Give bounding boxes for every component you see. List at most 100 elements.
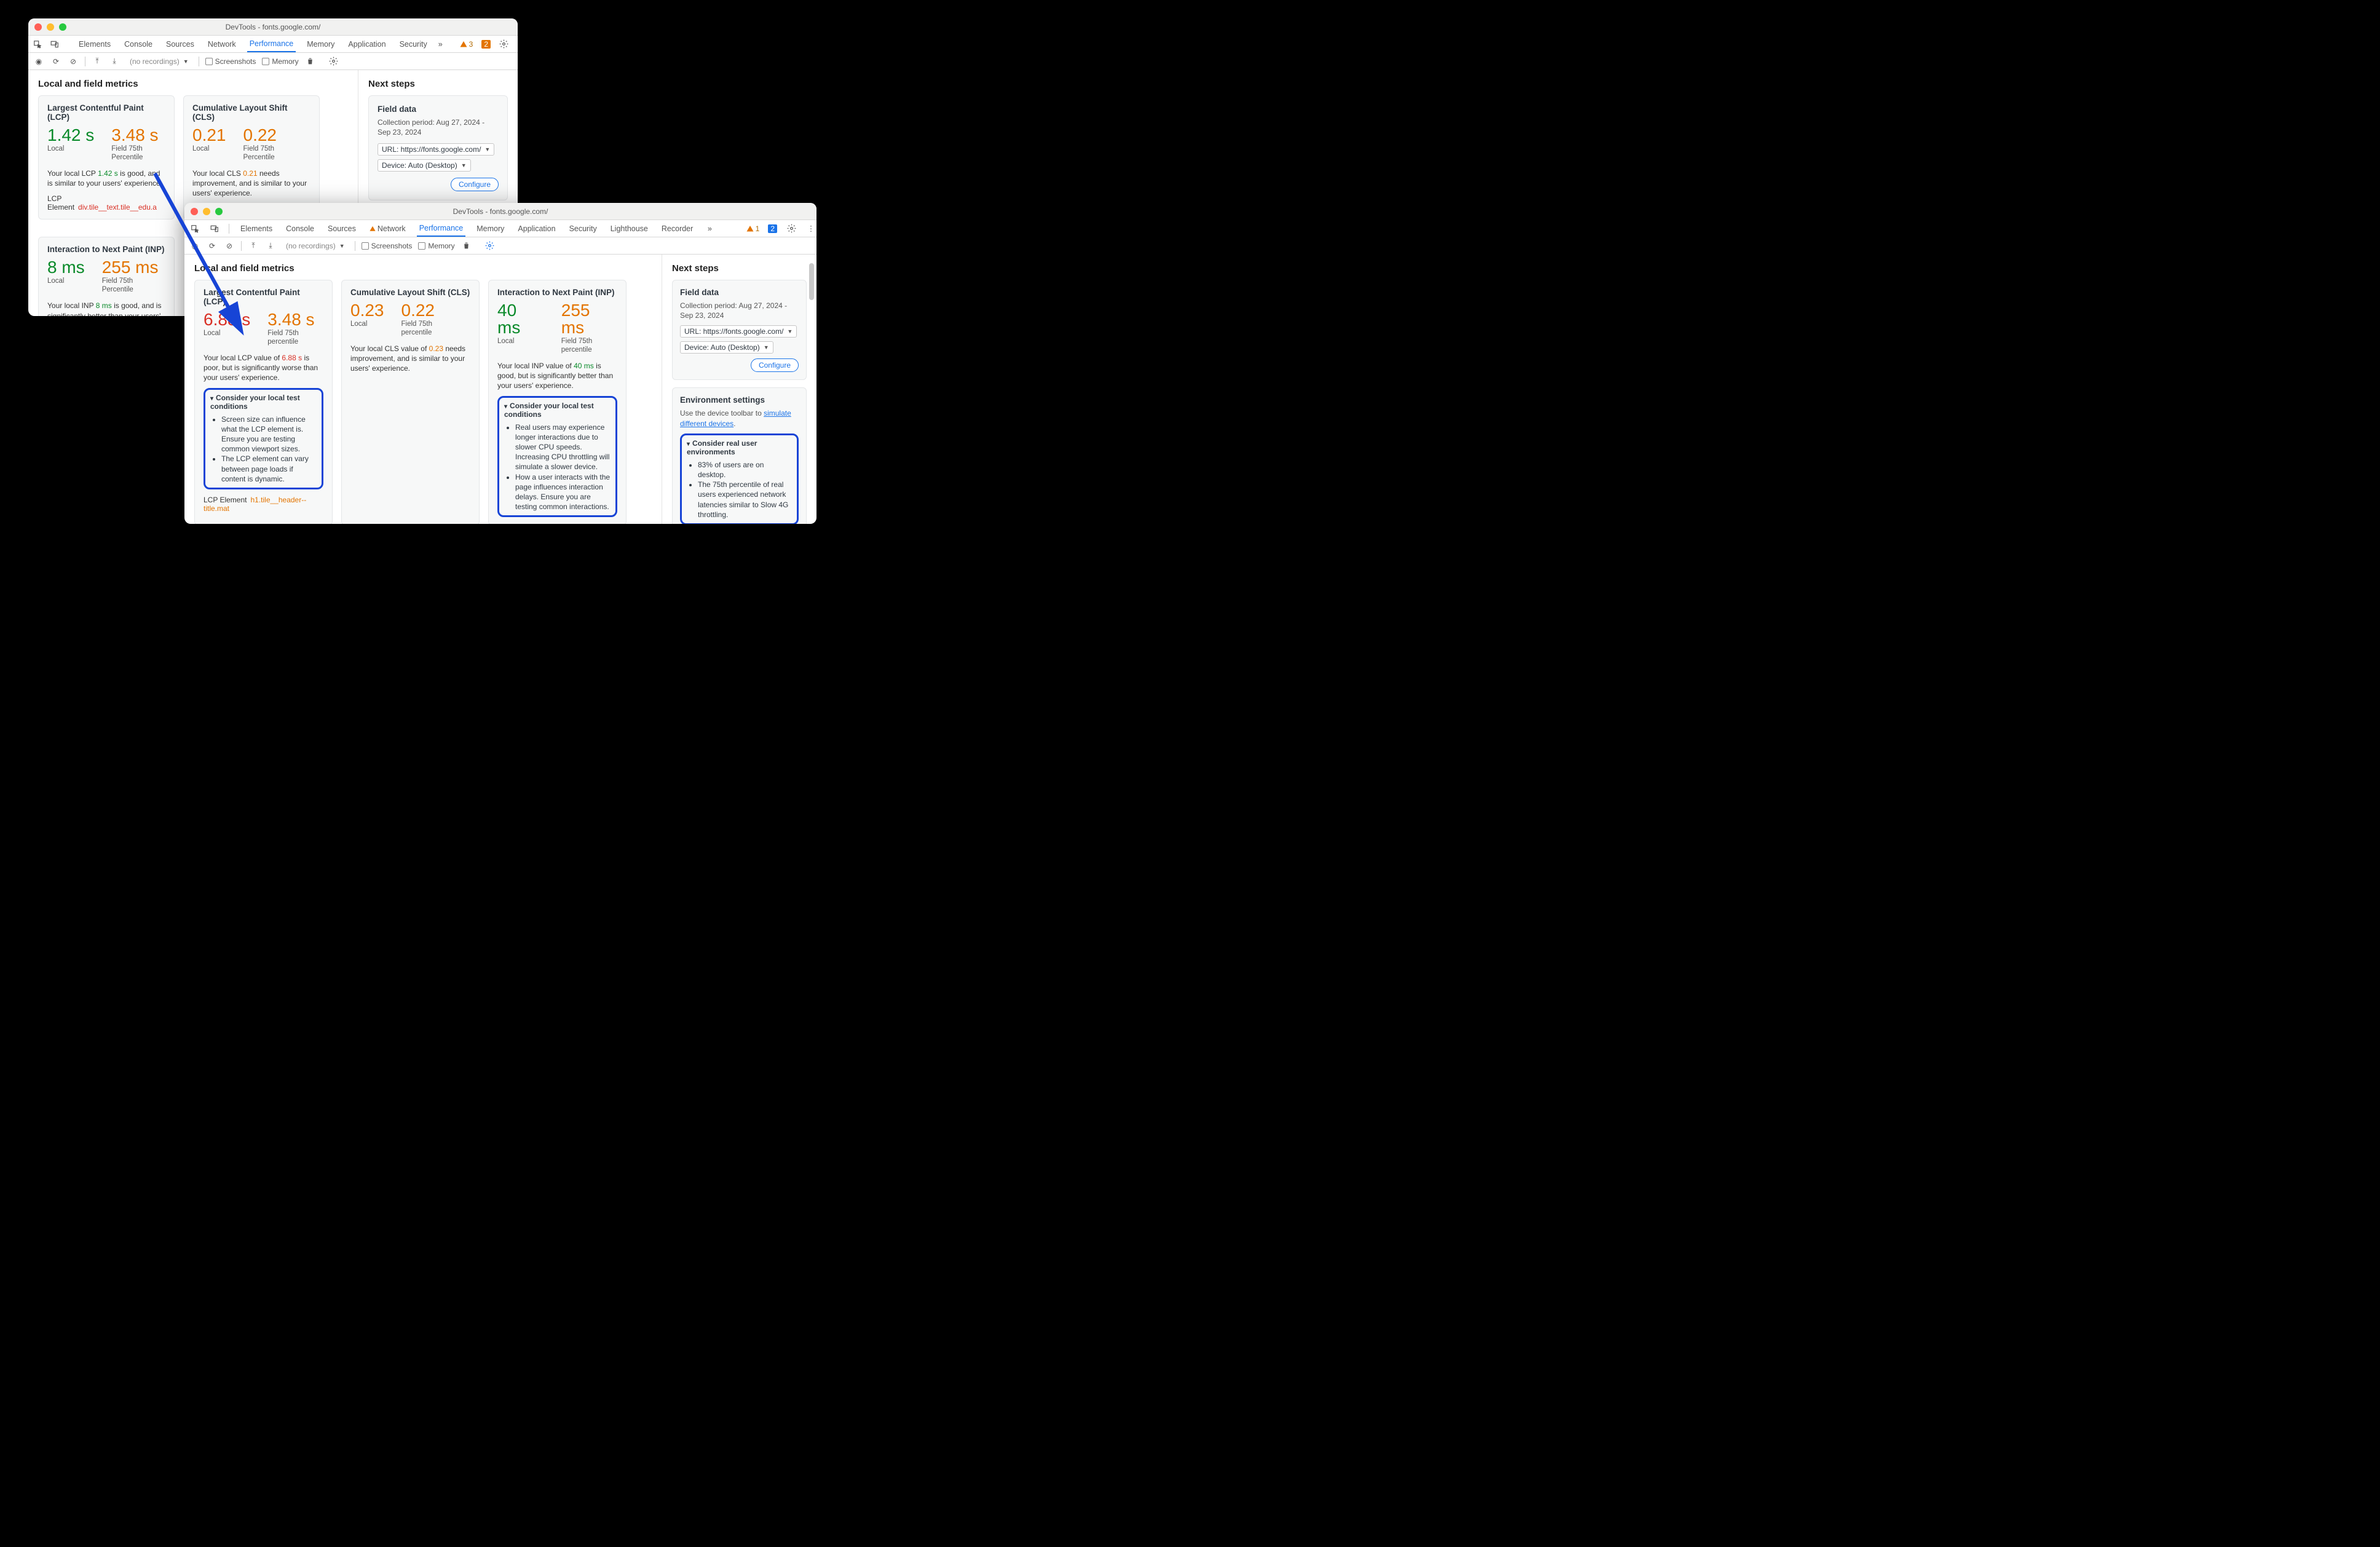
gear-icon[interactable] — [499, 39, 508, 50]
device-toolbar-icon[interactable] — [209, 223, 220, 234]
tab-lighthouse[interactable]: Lighthouse — [608, 220, 650, 237]
configure-button[interactable]: Configure — [751, 358, 799, 372]
issues-warning-badge[interactable]: 1 — [746, 224, 760, 233]
inspect-icon[interactable] — [33, 39, 42, 50]
tab-security[interactable]: Security — [397, 36, 430, 52]
tab-memory[interactable]: Memory — [474, 220, 507, 237]
inp-title: Interaction to Next Paint (INP) — [497, 288, 617, 297]
tab-sources[interactable]: Sources — [325, 220, 358, 237]
gear-icon[interactable] — [328, 56, 339, 67]
tab-console[interactable]: Console — [283, 220, 317, 237]
env-settings-hint: Use the device toolbar to simulate diffe… — [680, 408, 799, 428]
tab-application[interactable]: Application — [515, 220, 558, 237]
next-steps-pane: Next steps Field data Collection period:… — [662, 255, 816, 524]
recordings-dropdown[interactable]: (no recordings)▼ — [126, 56, 192, 67]
cls-title: Cumulative Layout Shift (CLS) — [350, 288, 470, 297]
upload-icon[interactable]: ⤒ — [248, 240, 259, 251]
list-item: The 75th percentile of real users experi… — [698, 480, 792, 520]
tab-performance[interactable]: Performance — [417, 220, 466, 237]
metrics-pane: Local and field metrics Largest Contentf… — [184, 255, 662, 524]
minimize-icon[interactable] — [47, 23, 54, 31]
lcp-element-row[interactable]: LCP Elementdiv.tile__text.tile__edu.a — [47, 194, 165, 212]
gc-icon[interactable] — [305, 56, 316, 67]
perf-panel-body: Local and field metrics Largest Contentf… — [184, 255, 816, 524]
configure-button[interactable]: Configure — [451, 178, 499, 191]
minimize-icon[interactable] — [203, 208, 210, 215]
screenshots-checkbox[interactable]: Screenshots — [205, 57, 256, 66]
issues-warning-badge[interactable]: 3 — [460, 40, 473, 49]
titlebar[interactable]: DevTools - fonts.google.com/ — [184, 203, 816, 220]
screenshots-checkbox[interactable]: Screenshots — [362, 242, 413, 250]
recordings-dropdown[interactable]: (no recordings)▼ — [282, 240, 349, 251]
tab-performance[interactable]: Performance — [247, 36, 296, 52]
traffic-lights[interactable] — [191, 208, 223, 215]
env-consider-list: 83% of users are on desktop. The 75th pe… — [698, 460, 792, 520]
tab-recorder[interactable]: Recorder — [659, 220, 695, 237]
lcp-title: Largest Contentful Paint (LCP) — [204, 288, 323, 306]
inp-consider-callout[interactable]: Consider your local test conditions Real… — [497, 396, 617, 518]
field-data-title: Field data — [378, 105, 499, 114]
device-toolbar-icon[interactable] — [50, 39, 59, 50]
tab-memory[interactable]: Memory — [304, 36, 337, 52]
clear-icon[interactable]: ⊘ — [224, 240, 235, 251]
lcp-card: Largest Contentful Paint (LCP) 1.42 sLoc… — [38, 95, 175, 220]
cls-desc: Your local CLS value of 0.23 needs impro… — [350, 344, 470, 374]
gc-icon[interactable] — [461, 240, 472, 251]
more-tabs-icon[interactable]: » — [704, 223, 715, 234]
download-icon[interactable]: ⤓ — [109, 56, 120, 67]
tab-security[interactable]: Security — [567, 220, 599, 237]
inp-card: Interaction to Next Paint (INP) 40 msLoc… — [488, 280, 627, 524]
inp-consider-list: Real users may experience longer interac… — [515, 422, 611, 512]
collection-period: Collection period: Aug 27, 2024 - Sep 23… — [680, 301, 799, 320]
cls-title: Cumulative Layout Shift (CLS) — [192, 103, 310, 122]
lcp-local-label: Local — [47, 145, 94, 152]
window-title: DevTools - fonts.google.com/ — [184, 207, 816, 216]
tab-application[interactable]: Application — [346, 36, 388, 52]
inp-consider-title[interactable]: Consider your local test conditions — [504, 402, 611, 419]
device-dropdown[interactable]: Device: Auto (Desktop)▼ — [680, 341, 773, 354]
titlebar[interactable]: DevTools - fonts.google.com/ — [28, 18, 518, 36]
tab-network[interactable]: Network — [367, 220, 408, 237]
tab-elements[interactable]: Elements — [76, 36, 113, 52]
env-consider-title[interactable]: Consider real user environments — [687, 439, 792, 456]
download-icon[interactable]: ⤓ — [265, 240, 276, 251]
kebab-menu-icon[interactable]: ⋮ — [517, 39, 518, 50]
url-dropdown[interactable]: URL: https://fonts.google.com/▼ — [378, 143, 494, 156]
gear-icon[interactable] — [484, 240, 496, 251]
tab-console[interactable]: Console — [122, 36, 155, 52]
close-icon[interactable] — [34, 23, 42, 31]
close-icon[interactable] — [191, 208, 198, 215]
device-dropdown[interactable]: Device: Auto (Desktop)▼ — [378, 159, 471, 172]
tab-network[interactable]: Network — [205, 36, 239, 52]
inspect-icon[interactable] — [189, 223, 200, 234]
gear-icon[interactable] — [786, 223, 797, 234]
zoom-icon[interactable] — [215, 208, 223, 215]
traffic-lights[interactable] — [34, 23, 66, 31]
record-icon[interactable]: ◉ — [33, 56, 44, 67]
upload-icon[interactable]: ⤒ — [92, 56, 103, 67]
record-icon[interactable]: ◉ — [189, 240, 200, 251]
tab-elements[interactable]: Elements — [238, 220, 275, 237]
issues-info-badge[interactable]: 2 — [481, 40, 491, 49]
lcp-element-row[interactable]: LCP Elementh1.tile__header--title.mat — [204, 496, 323, 513]
clear-icon[interactable]: ⊘ — [68, 56, 79, 67]
reload-icon[interactable]: ⟳ — [207, 240, 218, 251]
more-tabs-icon[interactable]: » — [438, 39, 443, 50]
scrollbar[interactable] — [809, 263, 815, 515]
list-item: The LCP element can vary between page lo… — [221, 454, 317, 484]
reload-icon[interactable]: ⟳ — [50, 56, 61, 67]
env-consider-callout[interactable]: Consider real user environments 83% of u… — [680, 433, 799, 524]
kebab-menu-icon[interactable]: ⋮ — [805, 223, 816, 234]
lcp-consider-title[interactable]: Consider your local test conditions — [210, 394, 317, 411]
collection-period: Collection period: Aug 27, 2024 - Sep 23… — [378, 117, 499, 137]
memory-checkbox[interactable]: Memory — [418, 242, 454, 250]
devtools-panel-tabs: Elements Console Sources Network Perform… — [184, 220, 816, 237]
issues-info-badge[interactable]: 2 — [768, 224, 777, 233]
memory-checkbox[interactable]: Memory — [262, 57, 298, 66]
tab-sources[interactable]: Sources — [164, 36, 197, 52]
inp-local-value: 8 ms — [47, 259, 85, 276]
lcp-card: Largest Contentful Paint (LCP) 6.88 sLoc… — [194, 280, 333, 524]
url-dropdown[interactable]: URL: https://fonts.google.com/▼ — [680, 325, 797, 338]
zoom-icon[interactable] — [59, 23, 66, 31]
lcp-consider-callout[interactable]: Consider your local test conditions Scre… — [204, 388, 323, 489]
